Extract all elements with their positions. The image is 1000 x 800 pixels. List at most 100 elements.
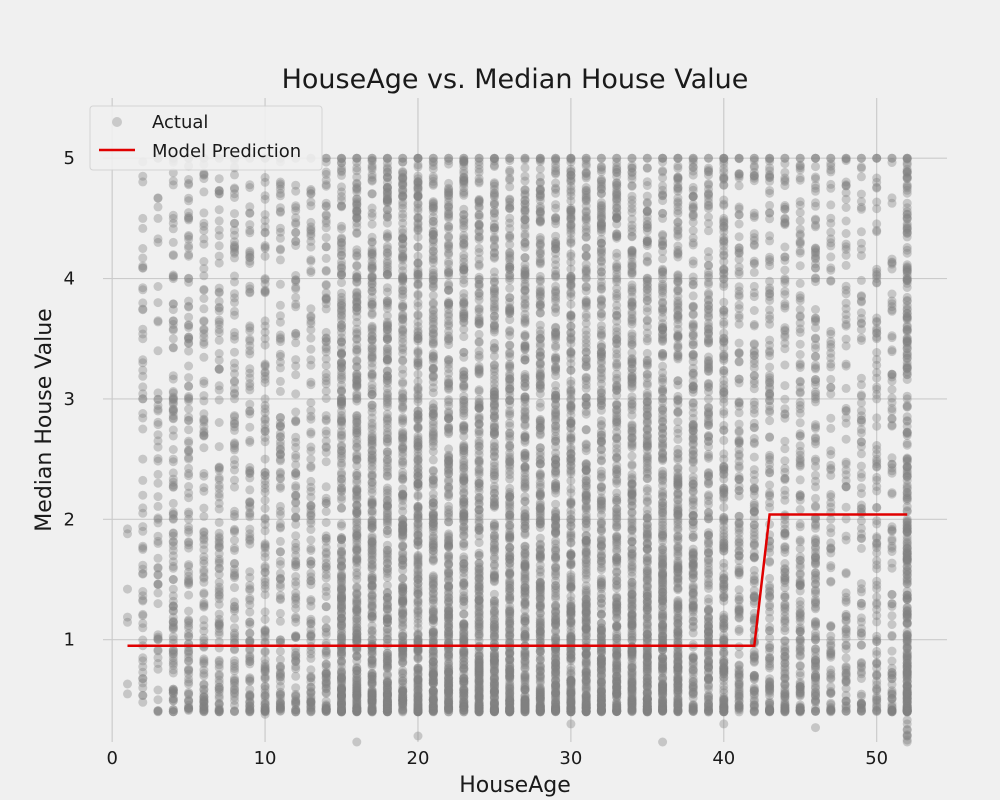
actual-point: [245, 321, 255, 331]
actual-point: [367, 389, 377, 399]
actual-point: [168, 616, 178, 626]
actual-point: [321, 429, 331, 439]
actual-point: [337, 535, 346, 545]
actual-point: [505, 374, 515, 384]
actual-point: [382, 333, 392, 342]
actual-point: [214, 355, 224, 365]
actual-point: [337, 170, 346, 180]
actual-point: [199, 626, 209, 636]
actual-point: [291, 588, 301, 598]
actual-point: [398, 437, 408, 447]
actual-point: [489, 411, 499, 421]
actual-point: [260, 655, 270, 665]
actual-point: [230, 183, 239, 193]
actual-point: [245, 524, 255, 534]
actual-point: [245, 676, 255, 686]
actual-point: [398, 191, 408, 201]
actual-point: [352, 551, 362, 561]
actual-point: [199, 703, 209, 713]
actual-point: [168, 272, 178, 282]
actual-point: [489, 393, 499, 402]
actual-point: [168, 645, 178, 655]
actual-point: [230, 509, 239, 519]
actual-point: [260, 699, 270, 709]
actual-point: [291, 241, 301, 250]
actual-point: [245, 501, 255, 511]
actual-point: [230, 684, 239, 694]
actual-point: [184, 669, 194, 679]
actual-point: [535, 300, 545, 310]
actual-point: [337, 446, 346, 455]
actual-point: [367, 449, 377, 459]
actual-point: [168, 250, 178, 260]
actual-point: [352, 562, 362, 572]
actual-point: [489, 683, 499, 693]
actual-point: [184, 193, 194, 203]
actual-point: [184, 469, 194, 478]
actual-point: [168, 618, 178, 627]
actual-point: [214, 542, 224, 552]
actual-point: [520, 700, 530, 710]
actual-point: [321, 662, 331, 672]
actual-point: [337, 367, 346, 377]
actual-point: [214, 258, 224, 268]
actual-point: [459, 257, 469, 267]
actual-point: [245, 326, 255, 336]
actual-point: [520, 561, 530, 571]
actual-point: [260, 378, 270, 388]
actual-point: [214, 216, 224, 226]
actual-point: [321, 442, 331, 452]
actual-point: [184, 332, 194, 342]
actual-point: [337, 503, 346, 513]
actual-point: [337, 337, 346, 347]
actual-point: [214, 699, 224, 709]
actual-point: [168, 688, 178, 698]
actual-point: [168, 387, 178, 396]
actual-point: [291, 560, 301, 569]
actual-point: [291, 407, 301, 417]
actual-point: [153, 634, 163, 644]
actual-point: [138, 394, 148, 404]
actual-point: [382, 373, 392, 383]
actual-point: [337, 358, 346, 368]
actual-point: [168, 325, 178, 335]
actual-point: [275, 689, 285, 699]
actual-point: [306, 267, 316, 277]
actual-point: [275, 357, 285, 367]
actual-point: [260, 244, 270, 253]
actual-point: [230, 306, 239, 316]
actual-point: [474, 682, 484, 692]
actual-point: [337, 411, 346, 420]
actual-point: [382, 555, 392, 564]
actual-point: [291, 617, 301, 627]
actual-point: [260, 468, 270, 478]
actual-point: [505, 153, 515, 163]
actual-point: [260, 568, 270, 578]
actual-point: [260, 191, 270, 201]
actual-point: [459, 579, 469, 589]
actual-point: [260, 471, 270, 480]
actual-point: [184, 543, 194, 553]
actual-point: [367, 211, 377, 221]
actual-point: [306, 505, 316, 514]
actual-point: [398, 530, 408, 540]
actual-point: [337, 548, 346, 558]
actual-point: [184, 392, 194, 401]
actual-point: [382, 614, 392, 624]
actual-point: [321, 299, 331, 309]
actual-point: [520, 524, 530, 533]
actual-point: [275, 421, 285, 431]
actual-point: [337, 300, 346, 310]
actual-point: [291, 284, 301, 294]
actual-point: [321, 668, 331, 678]
actual-point: [382, 347, 392, 356]
actual-point: [291, 577, 301, 587]
actual-point: [184, 334, 194, 344]
actual-point: [474, 220, 484, 230]
actual-point: [352, 651, 362, 661]
actual-point: [214, 492, 224, 502]
actual-point: [505, 418, 515, 428]
actual-point: [489, 351, 499, 361]
actual-point: [291, 705, 301, 715]
actual-point: [245, 463, 255, 472]
